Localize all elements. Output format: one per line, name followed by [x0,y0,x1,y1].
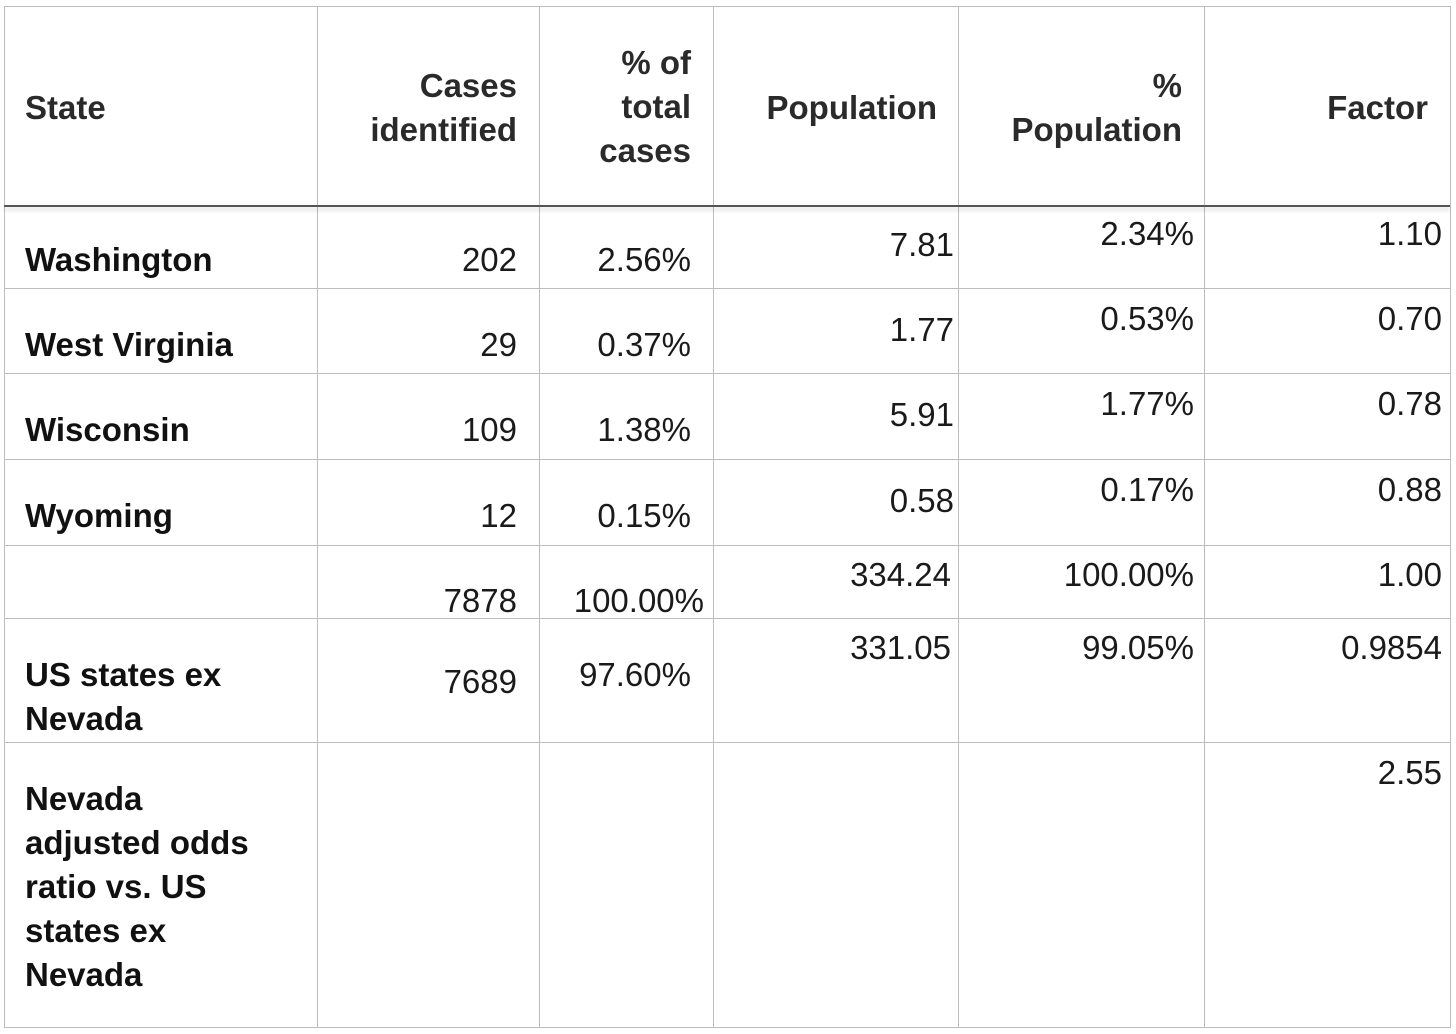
state-name-line: adjusted odds [25,824,249,861]
total-factor-value: 1.00 [1377,556,1442,593]
state-name: West Virginia [25,326,233,363]
pct-population-value: 2.34% [1100,215,1194,252]
grid-line [539,6,540,1028]
pct-population-value: 0.17% [1100,471,1194,508]
header-cases: Cases identified [324,64,517,152]
odds-ratio-value: 2.55 [1377,754,1442,791]
state-name-line: ratio vs. US [25,868,207,905]
state-name-line: states ex [25,912,167,949]
cases-value: 12 [480,497,517,534]
grid-line [4,1027,1450,1028]
grid-line [4,459,1450,460]
grid-line [4,6,1450,7]
header-factor: Factor [1327,89,1428,126]
cases-value: 202 [461,241,517,278]
header-state: State [25,89,106,126]
header-cases-line: Cases [419,67,517,104]
grid-line [4,545,1450,546]
header-pct-cases-line: total [621,88,691,125]
header-pct-cases-line: % of [621,44,691,81]
grid-line [4,373,1450,374]
header-population: Population [766,89,937,126]
grid-line [4,288,1450,289]
factor-value: 0.9854 [1341,629,1442,666]
grid-line [4,742,1450,743]
population-value: 5.91 [889,396,954,433]
factor-value: 1.10 [1377,215,1442,252]
population-value: 331.05 [850,629,951,666]
pct-cases-value: 2.56% [597,241,691,278]
header-pct-population-line: Population [1011,111,1182,148]
state-name: Nevada adjusted odds ratio vs. US states… [25,777,249,997]
factor-value: 0.70 [1377,300,1442,337]
pct-cases-value: 97.60% [579,656,691,693]
population-value: 0.58 [889,482,954,519]
pct-population-value: 0.53% [1100,300,1194,337]
pct-cases-value: 0.15% [597,497,691,534]
header-cases-line: identified [370,111,517,148]
pct-cases-value: 1.38% [597,411,691,448]
state-name-line: Nevada [25,956,143,993]
state-name: US states ex Nevada [25,653,221,741]
state-name-line: Nevada [25,780,143,817]
pct-cases-value: 0.37% [597,326,691,363]
header-pct-cases: % of total cases [544,41,691,173]
grid-line [4,6,5,1028]
state-name: Wisconsin [25,411,190,448]
pct-population-value: 1.77% [1100,385,1194,422]
state-name: Washington [25,241,213,278]
total-pct-cases-value: 100.00% [573,582,704,619]
state-name: Wyoming [25,497,173,534]
pct-population-value: 99.05% [1082,629,1194,666]
total-cases-value: 7878 [443,582,517,619]
total-pct-population-value: 100.00% [1063,556,1194,593]
factor-value: 0.88 [1377,471,1442,508]
cases-value: 29 [480,326,517,363]
factor-value: 0.78 [1377,385,1442,422]
grid-line [4,618,1450,619]
state-name-line: Nevada [25,700,143,737]
grid-line [1204,6,1205,1028]
total-population-value: 334.24 [850,556,951,593]
grid-line [958,6,959,1028]
grid-line [317,6,318,1028]
cases-value: 7689 [443,663,517,700]
grid-line [713,6,714,1028]
grid-line [1450,6,1451,1028]
population-value: 7.81 [889,226,954,263]
header-divider [4,205,1450,207]
header-pct-population-line: % [1152,67,1182,104]
header-pct-cases-line: cases [599,132,691,169]
state-name-line: US states ex [25,656,222,693]
population-value: 1.77 [889,311,954,348]
header-pct-population: % Population [964,64,1182,152]
cases-value: 109 [461,411,517,448]
